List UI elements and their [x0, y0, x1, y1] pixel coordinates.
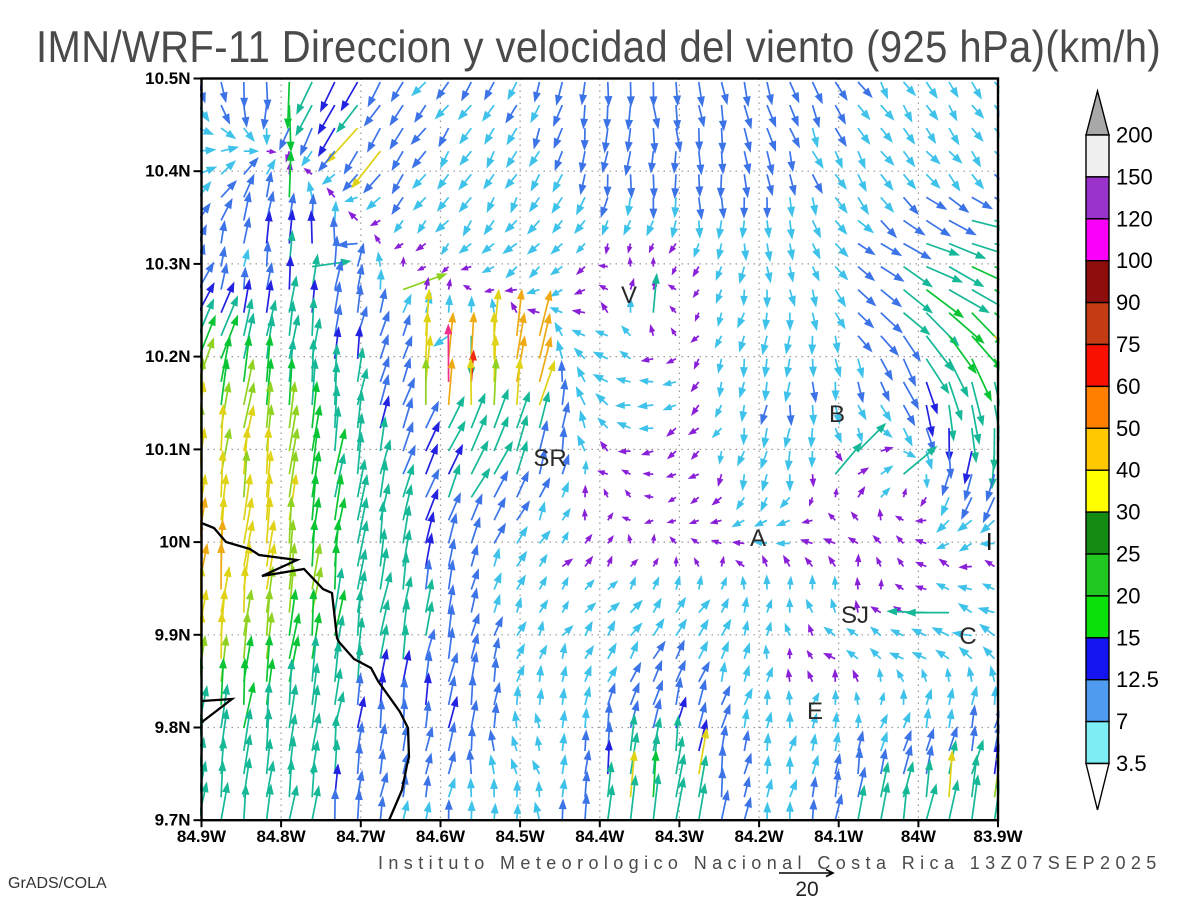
svg-text:20: 20	[1116, 583, 1140, 608]
svg-text:30: 30	[1116, 500, 1140, 525]
svg-text:150: 150	[1116, 164, 1153, 189]
svg-text:V: V	[621, 282, 637, 309]
svg-text:E: E	[807, 698, 823, 725]
svg-text:10.4N: 10.4N	[145, 162, 190, 181]
svg-text:40: 40	[1116, 458, 1140, 483]
svg-text:SR: SR	[533, 445, 566, 472]
svg-text:7: 7	[1116, 709, 1128, 734]
svg-text:84.9W: 84.9W	[177, 827, 227, 846]
svg-text:90: 90	[1116, 290, 1140, 315]
svg-text:84W: 84W	[901, 827, 937, 846]
svg-text:12.5: 12.5	[1116, 667, 1159, 692]
svg-text:10N: 10N	[159, 533, 190, 552]
svg-text:100: 100	[1116, 248, 1153, 273]
svg-text:3.5: 3.5	[1116, 751, 1147, 776]
svg-text:9.9N: 9.9N	[155, 625, 191, 644]
svg-text:15: 15	[1116, 625, 1140, 650]
svg-text:10.2N: 10.2N	[145, 347, 190, 366]
svg-text:75: 75	[1116, 332, 1140, 357]
svg-text:GrADS/COLA: GrADS/COLA	[8, 875, 107, 892]
svg-text:A: A	[750, 525, 766, 552]
svg-text:10.1N: 10.1N	[145, 440, 190, 459]
svg-text:Instituto Meteorologico Nacion: Instituto Meteorologico Nacional Costa R…	[378, 853, 1162, 873]
svg-text:84.1W: 84.1W	[814, 827, 864, 846]
svg-text:84.4W: 84.4W	[575, 827, 625, 846]
svg-text:10.3N: 10.3N	[145, 254, 190, 273]
svg-text:SJ: SJ	[841, 602, 869, 629]
svg-text:84.6W: 84.6W	[416, 827, 466, 846]
svg-text:9.7N: 9.7N	[155, 811, 191, 830]
svg-text:84.7W: 84.7W	[336, 827, 386, 846]
svg-text:IMN/WRF-11 Direccion y velocid: IMN/WRF-11 Direccion y velocidad del vie…	[36, 22, 1161, 72]
svg-text:9.8N: 9.8N	[155, 718, 191, 737]
svg-text:25: 25	[1116, 542, 1140, 567]
svg-text:B: B	[829, 401, 845, 428]
svg-text:83.9W: 83.9W	[973, 827, 1023, 846]
svg-text:84.5W: 84.5W	[496, 827, 546, 846]
svg-text:84.3W: 84.3W	[655, 827, 705, 846]
svg-text:20: 20	[795, 878, 818, 900]
svg-text:84.2W: 84.2W	[735, 827, 785, 846]
svg-text:84.8W: 84.8W	[257, 827, 307, 846]
svg-text:10.5N: 10.5N	[145, 69, 190, 88]
svg-text:60: 60	[1116, 374, 1140, 399]
svg-text:200: 200	[1116, 123, 1153, 148]
svg-text:50: 50	[1116, 416, 1140, 441]
svg-text:C: C	[959, 623, 976, 650]
svg-text:120: 120	[1116, 206, 1153, 231]
